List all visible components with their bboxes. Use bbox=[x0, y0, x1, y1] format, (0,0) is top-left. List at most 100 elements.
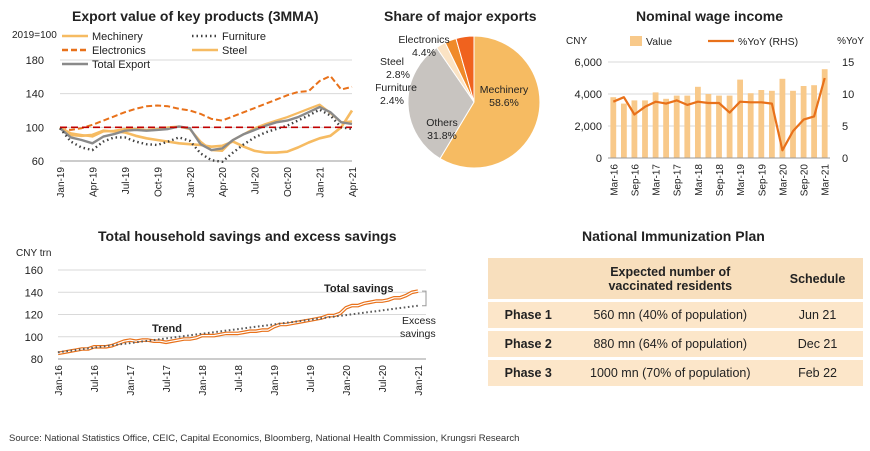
table-header-expected: Expected number of vaccinated residents bbox=[568, 258, 773, 299]
pie-label-name: Electronics bbox=[398, 34, 449, 46]
pie-slice-electronics bbox=[455, 35, 475, 103]
bar bbox=[769, 90, 775, 158]
y-tick-label: 180 bbox=[26, 55, 44, 67]
x-tick-label: Jan-19 bbox=[270, 365, 281, 396]
x-tick-label: Jul-18 bbox=[234, 365, 245, 393]
x-tick-label: Jan-21 bbox=[414, 365, 425, 396]
export-chart-title: Export value of key products (3MMA) bbox=[72, 8, 319, 24]
bar bbox=[726, 95, 733, 158]
y-tick-label: 140 bbox=[26, 89, 44, 101]
immunization-table: Expected number of vaccinated residents … bbox=[488, 258, 863, 386]
x-tick-label: Sep-19 bbox=[757, 164, 768, 197]
legend-label: Mechinery bbox=[92, 31, 143, 43]
x-tick-label: Mar-17 bbox=[652, 164, 663, 196]
legend-label: %YoY (RHS) bbox=[738, 36, 798, 48]
share-chart-title: Share of major exports bbox=[384, 8, 537, 24]
legend-swatch bbox=[630, 36, 642, 46]
bar bbox=[684, 95, 691, 158]
total-savings-line-inner bbox=[57, 290, 419, 354]
x-tick-label: Sep-16 bbox=[630, 164, 641, 197]
bar bbox=[790, 90, 796, 158]
x-tick-label: Sep-20 bbox=[800, 164, 811, 197]
trend-annotation: Trend bbox=[152, 323, 182, 335]
table-cell-expected: 880 mn (64% of population) bbox=[568, 331, 773, 357]
table-row: Phase 1 560 mn (40% of population) Jun 2… bbox=[488, 302, 863, 328]
x-tick-label: Oct-19 bbox=[153, 167, 164, 197]
table-cell-schedule: Dec 21 bbox=[772, 331, 863, 357]
x-tick-label: Jan-20 bbox=[342, 365, 353, 396]
x-tick-label: Apr-19 bbox=[88, 167, 99, 197]
bar bbox=[737, 79, 743, 158]
bar bbox=[705, 94, 712, 158]
bar bbox=[695, 86, 701, 158]
y-axis-label: CNY trn bbox=[16, 248, 51, 259]
y-tick-label: 2,000 bbox=[574, 121, 602, 133]
source-note: Source: National Statistics Office, CEIC… bbox=[9, 433, 520, 444]
y-tick-label-right: 5 bbox=[842, 121, 848, 133]
pie-slice-others bbox=[407, 46, 475, 160]
series-line-electronics bbox=[59, 75, 353, 131]
table-header-schedule: Schedule bbox=[772, 258, 863, 299]
x-tick-label: Mar-18 bbox=[694, 164, 705, 196]
y-tick-label: 4,000 bbox=[574, 89, 602, 101]
table-header-phase bbox=[488, 258, 569, 299]
y-tick-label-right: 0 bbox=[842, 153, 848, 165]
table-cell-phase: Phase 2 bbox=[488, 331, 569, 357]
excess-annotation: Excess bbox=[402, 315, 436, 327]
immunization-panel: National Immunization Plan Expected numb… bbox=[488, 228, 863, 386]
total-savings-annotation: Total savings bbox=[324, 283, 393, 295]
x-tick-label: Mar-21 bbox=[821, 164, 832, 196]
x-tick-label: Jan-21 bbox=[316, 167, 327, 198]
y-tick-label: 140 bbox=[25, 287, 43, 299]
x-tick-label: Jan-17 bbox=[126, 365, 137, 396]
bar bbox=[821, 69, 828, 158]
bar bbox=[673, 95, 680, 158]
y-tick-label-right: 15 bbox=[842, 57, 854, 69]
bar bbox=[758, 90, 765, 158]
series-line-furniture bbox=[59, 108, 353, 164]
bar bbox=[621, 103, 627, 158]
bar bbox=[610, 97, 617, 158]
x-tick-label: Mar-19 bbox=[736, 164, 747, 196]
series-line-total-export bbox=[59, 105, 353, 152]
x-tick-label: Jan-16 bbox=[54, 365, 65, 396]
bar bbox=[811, 85, 817, 158]
y-tick-label: 160 bbox=[25, 265, 43, 277]
wage-chart-title: Nominal wage income bbox=[636, 8, 784, 24]
table-cell-phase: Phase 1 bbox=[488, 302, 569, 328]
x-tick-label: Jul-19 bbox=[121, 167, 132, 195]
x-tick-label: Jan-19 bbox=[56, 167, 67, 198]
pie-label-value: 58.6% bbox=[489, 97, 519, 109]
legend-label: Steel bbox=[222, 45, 247, 57]
table-cell-schedule: Feb 22 bbox=[772, 360, 863, 386]
excess-bracket bbox=[422, 290, 427, 307]
x-tick-label: Jan-20 bbox=[186, 167, 197, 198]
bar bbox=[747, 93, 754, 158]
table-cell-schedule: Jun 21 bbox=[772, 302, 863, 328]
table-cell-expected: 560 mn (40% of population) bbox=[568, 302, 773, 328]
x-tick-label: Sep-17 bbox=[673, 164, 684, 197]
y-axis-label-left: CNY bbox=[566, 36, 587, 47]
y-tick-label: 100 bbox=[25, 332, 43, 344]
pie-label-name: Furniture bbox=[376, 82, 417, 94]
table-row: Phase 3 1000 mn (70% of population) Feb … bbox=[488, 360, 863, 386]
pie-label-value: 2.8% bbox=[386, 69, 410, 81]
legend-label: Value bbox=[646, 36, 672, 48]
pie-label-value: 4.4% bbox=[412, 47, 436, 59]
bar bbox=[663, 98, 669, 158]
pie-label-value: 2.4% bbox=[380, 95, 404, 107]
y-axis-label-right: %YoY bbox=[837, 36, 864, 47]
y-tick-label: 120 bbox=[25, 310, 43, 322]
table-cell-phase: Phase 3 bbox=[488, 360, 569, 386]
savings-chart: CNY trn 80 100 120 140 160 Jan-16 Jul-16 Jan-17 J… bbox=[16, 248, 436, 396]
export-value-chart: 2019=100 60 100 140 180 Jan-19 Apr-19 Jul-19 Oct… bbox=[12, 30, 359, 198]
x-tick-label: Jul-19 bbox=[306, 365, 317, 393]
bar bbox=[631, 100, 638, 158]
bar bbox=[800, 86, 807, 158]
pie-label-name: Mechinery bbox=[480, 84, 529, 96]
legend-label: Total Export bbox=[92, 59, 150, 71]
wage-income-chart: CNY %YoY 0 2,000 4,000 6,000 0 5 10 15 Mar-16 Sep-1… bbox=[566, 36, 864, 197]
savings-chart-title: Total household savings and excess savin… bbox=[98, 228, 397, 244]
x-tick-label: Jul-16 bbox=[90, 365, 101, 393]
bar bbox=[779, 78, 786, 158]
